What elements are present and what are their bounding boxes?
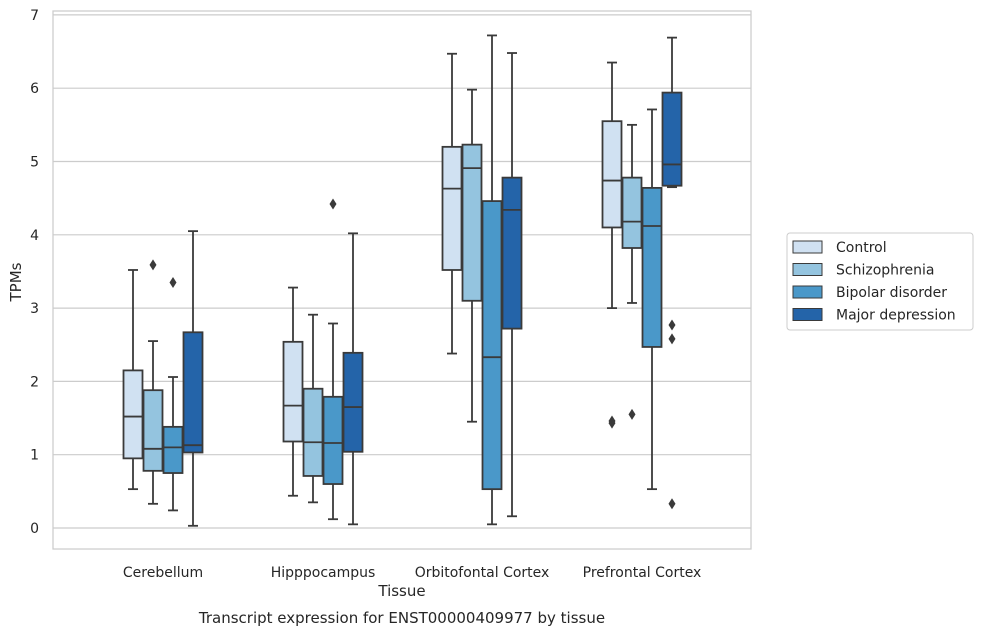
box-body [142,389,164,472]
box-0-2 [441,52,463,355]
y-tick-label: 5 [30,155,39,171]
y-tick-label: 4 [30,228,39,244]
legend-frame [786,232,974,331]
box-body [461,143,483,302]
legend-label: Schizophrenia [836,263,934,279]
box-3-2 [501,52,523,518]
legend-label: Bipolar disorder [836,285,947,301]
y-tick-label: 0 [30,521,39,537]
box-body [342,351,364,453]
y-tick-label: 3 [30,301,39,317]
box-1-0 [142,259,164,505]
box-body [322,395,344,485]
box-body [122,369,144,460]
box-1-3 [621,123,643,420]
outlier-point [608,415,616,427]
outlier-point [169,276,177,288]
x-axis-ticks: Cerebellum Hipppocampus Orbitofontal Corte… [123,565,701,581]
box-1-2 [461,88,483,423]
box-0-3 [601,61,623,429]
box-body [282,340,304,443]
y-axis-label: TPMs [7,262,25,302]
legend-swatch [792,308,823,321]
outlier-point [668,498,676,510]
x-tick-label: Hipppocampus [271,565,376,581]
box-3-0 [182,230,204,527]
box-3-3 [661,36,683,510]
x-tick-label: Cerebellum [123,565,203,581]
box-body [481,200,503,491]
box-0-1 [282,286,304,497]
outlier-point [668,333,676,345]
box-3-1 [342,232,364,526]
box-2-1 [322,198,344,521]
box-body [641,186,663,348]
box-2-2 [481,34,503,526]
x-tick-label: Orbitofontal Cortex [415,565,550,581]
y-tick-label: 1 [30,448,39,464]
x-axis-label: Tissue [377,582,425,600]
box-body [182,331,204,454]
box-body [302,387,324,477]
outlier-point [628,408,636,420]
x-tick-label: Prefrontal Cortex [583,565,702,581]
legend: Control Schizophrenia Bipolar disorder Majo… [786,232,974,331]
box-body [501,176,523,330]
box-body [162,425,184,474]
legend-swatch [792,263,823,276]
y-tick-label: 2 [30,374,39,390]
box-2-3 [641,108,663,491]
legend-swatch [792,285,823,299]
legend-label: Control [836,240,887,256]
plot-frame [52,10,752,550]
y-tick-label: 6 [30,81,39,97]
box-0-0 [122,269,144,491]
box-2-0 [162,276,184,512]
outlier-point [668,319,676,331]
outlier-point [329,198,337,210]
box-1-1 [302,313,324,504]
legend-swatch [792,240,823,254]
chart-caption: Transcript expression for ENST0000040997… [198,609,605,627]
box-body [441,145,463,271]
y-axis-ticks: 0 1 2 3 4 5 6 7 [30,8,39,537]
y-tick-label: 7 [30,8,39,24]
outlier-point [149,259,157,271]
box-body [661,91,683,187]
box-plots [122,34,683,527]
box-body [601,120,623,229]
box-body [621,176,643,249]
legend-label: Major depression [836,308,956,324]
